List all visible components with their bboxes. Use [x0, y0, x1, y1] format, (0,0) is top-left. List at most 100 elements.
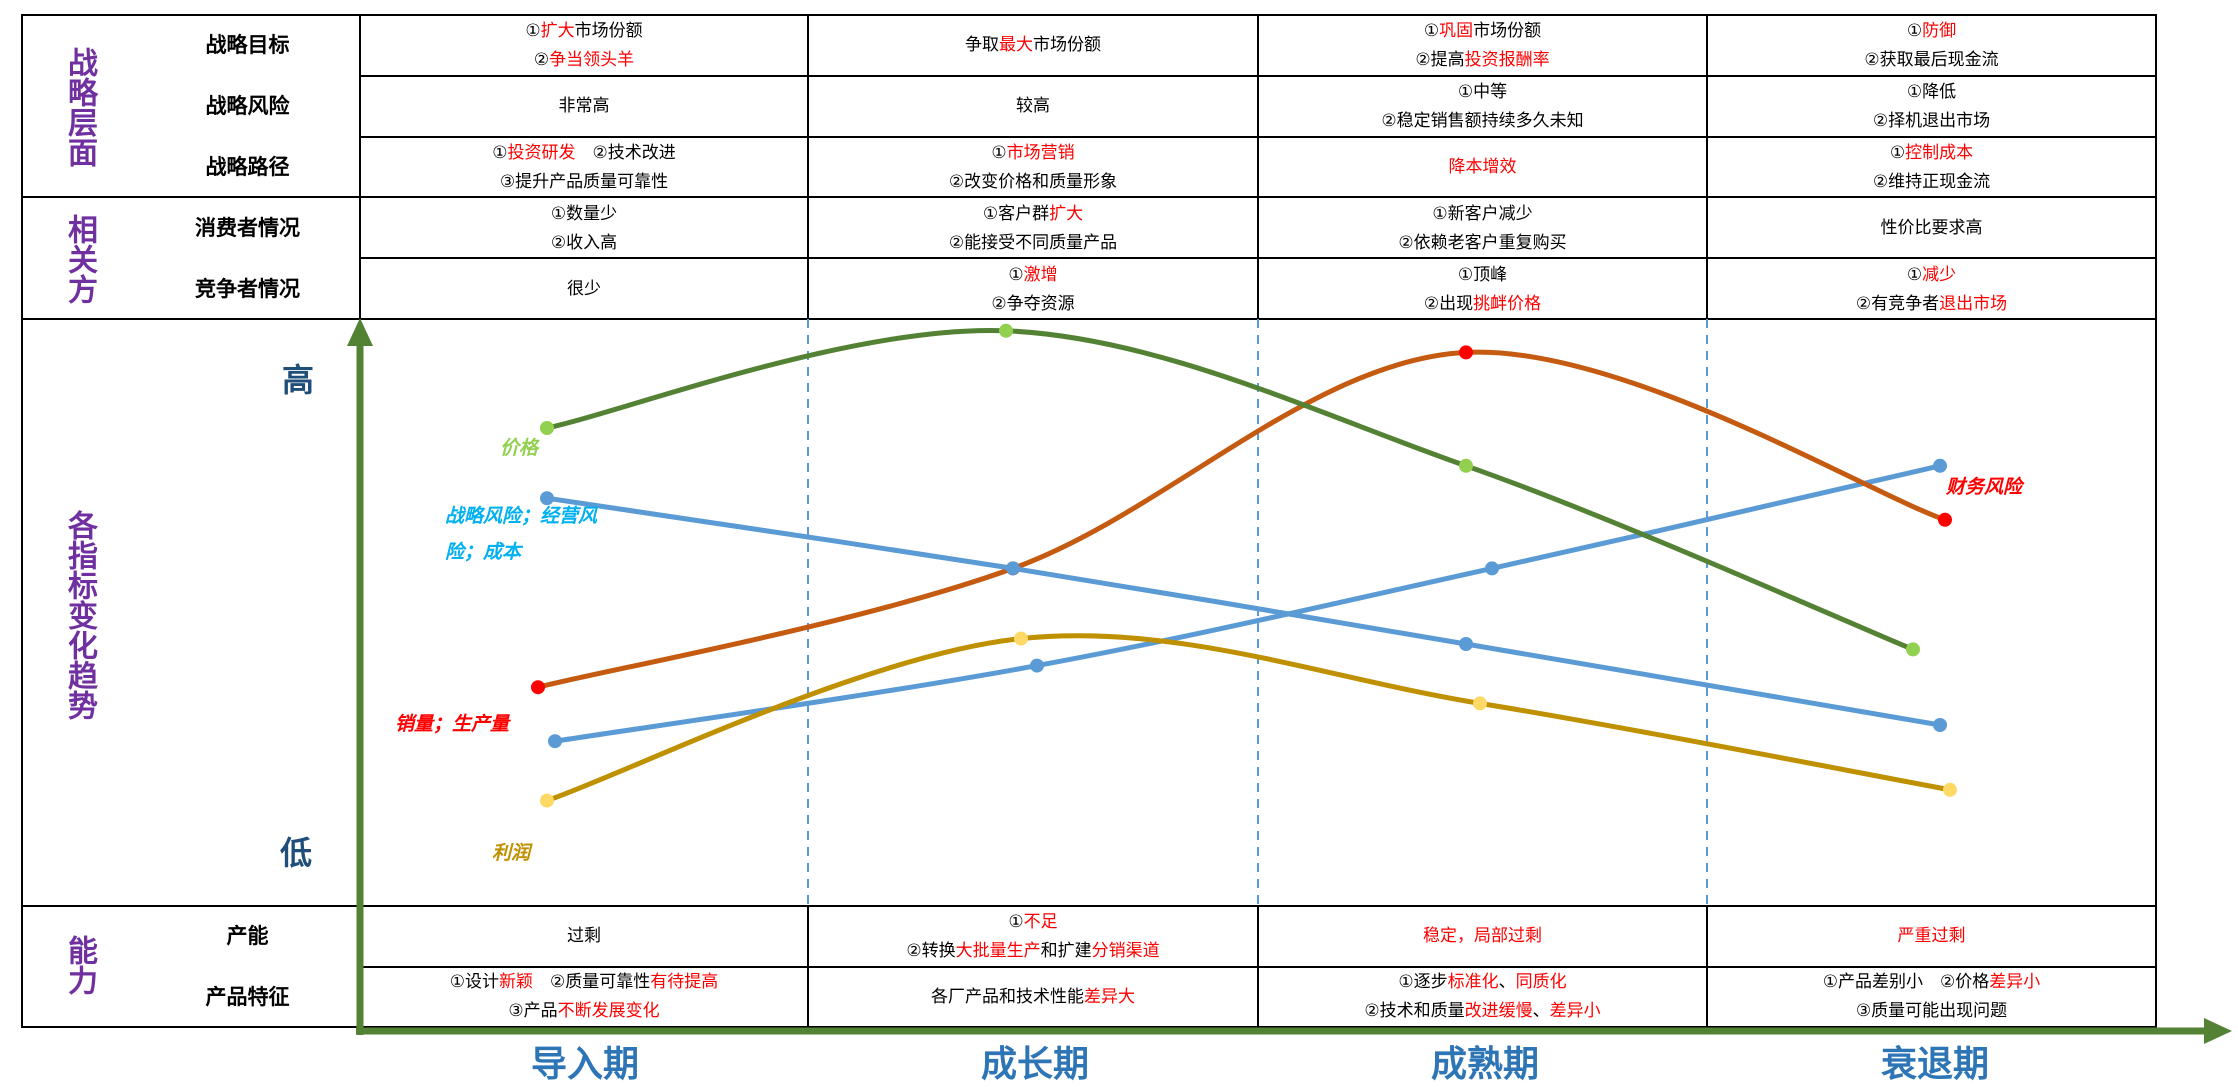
series-point-0-3 [1906, 642, 1920, 657]
cell-text: ②改变价格和质量形象 [948, 171, 1118, 192]
cell-text: ③质量可能出现问题 [1855, 1001, 2008, 1021]
cell-text: 各厂产品和技术性能 [931, 986, 1084, 1007]
series-point-3-3 [1943, 782, 1957, 797]
cell-line: ②依赖老客户重复购买 [1398, 229, 1566, 258]
cell-competitor-2: ①顶峰 ②出现挑衅价格 [1258, 259, 1707, 320]
cell-competitor-0: 很少 [360, 259, 808, 320]
cell-line: ①巩固市场份额 [1424, 17, 1541, 46]
highlight-text: 差异小 [1989, 972, 2041, 992]
row-label-risk: 战略风险 [205, 94, 290, 118]
cell-capacity-0: 过剩 [360, 906, 808, 967]
cell-risk-3: ①降低 ②择机退出市场 [1707, 76, 2156, 137]
cell-text: ① [525, 20, 541, 41]
cell-text: 市场份额 [1033, 35, 1101, 55]
cell-line: ①扩大市场份额 [525, 17, 642, 46]
cell-text: ③产品 [508, 1001, 558, 1021]
cell-goal-1: 争取最大市场份额 [808, 15, 1258, 76]
cell-goal-3: ①防御 ②获取最后现金流 [1707, 15, 2156, 76]
cell-text: ① [1906, 264, 1923, 285]
cell-line: 各厂产品和技术性能差异大 [931, 983, 1135, 1012]
cell-line: ①中等 [1458, 78, 1507, 107]
cell-text: 非常高 [558, 96, 610, 116]
series-line-3 [546, 633, 1951, 803]
cell-line: ①激增 [1008, 261, 1057, 290]
highlight-text: 投资研发 [507, 142, 576, 163]
cell-text: ① [1008, 264, 1024, 285]
category-strategy: 战略层面 [62, 47, 97, 167]
cell-consumer-0: ①数量少 ②收入高 [360, 198, 808, 259]
cell-capacity-1: ①不足 ②转换大批量生产和扩建分销渠道 [808, 906, 1258, 967]
highlight-text: 不足 [1023, 911, 1058, 932]
cell-text: 很少 [567, 279, 601, 299]
cell-text: ②技术和质量 [1364, 1001, 1465, 1021]
highlight-text: 严重过剩 [1897, 926, 1966, 946]
chart-axes [347, 318, 2232, 1044]
cell-text: ①产品差别小 ②价格 [1822, 972, 1990, 992]
series-point-1-3 [1933, 718, 1947, 732]
cell-line: ①市场营销 [991, 139, 1074, 168]
cell-text: 争取 [965, 35, 999, 55]
cell-product-3: ①产品差别小 ②价格差异小 ③质量可能出现问题 [1707, 967, 2156, 1027]
cell-line: ②转换大批量生产和扩建分销渠道 [906, 937, 1159, 966]
cell-text: ②择机退出市场 [1872, 110, 1991, 131]
series-line-0 [546, 328, 1914, 652]
cell-line: ③提升产品质量可靠性 [500, 168, 668, 197]
series-label-price: 价格 [500, 437, 539, 459]
cell-text: ① [492, 142, 508, 163]
highlight-text: 投资报酬率 [1464, 49, 1550, 70]
row-label-competitor: 竞争者情况 [195, 277, 300, 301]
cell-text: ①逐步 [1398, 972, 1448, 992]
cell-text: ②争夺资源 [991, 293, 1075, 314]
cell-text: ②维持正现金流 [1872, 171, 1991, 192]
series-point-0-2 [1459, 458, 1473, 473]
phase-label-decline: 衰退期 [1880, 1044, 1989, 1085]
cell-line: ②争当领头羊 [534, 46, 634, 75]
cell-risk-1: 较高 [808, 76, 1258, 137]
cell-line: 稳定，局部过剩 [1423, 922, 1542, 951]
cell-line: ③质量可能出现问题 [1856, 997, 2007, 1026]
cell-text: ②出现 [1423, 293, 1474, 314]
cell-text: ①中等 [1457, 81, 1508, 102]
cell-goal-2: ①巩固市场份额 ②提高投资报酬率 [1258, 15, 1707, 76]
cell-text: ②依赖老客户重复购买 [1398, 232, 1567, 253]
cell-competitor-3: ①减少 ②有竞争者退出市场 [1707, 259, 2156, 320]
cell-text: ②获取最后现金流 [1864, 49, 1999, 70]
cell-text: 、 [1498, 972, 1516, 992]
highlight-text: 扩大 [540, 20, 575, 41]
cell-line: ①顶峰 [1458, 261, 1507, 290]
cell-text: ① [1889, 142, 1906, 163]
highlight-text: 市场营销 [1006, 142, 1075, 163]
cell-line: ①产品差别小 ②价格差异小 [1823, 968, 2040, 997]
cell-text: ②提高 [1415, 49, 1465, 70]
phase-label-intro: 导入期 [530, 1044, 639, 1085]
cell-line: ①设计新颖 ②质量可靠性有待提高 [450, 968, 719, 997]
cell-text: 市场份额 [574, 20, 643, 41]
cell-line: ③产品不断发展变化 [508, 997, 659, 1026]
cell-competitor-1: ①激增 ②争夺资源 [808, 259, 1258, 320]
cell-line: ①防御 [1907, 17, 1956, 46]
cell-product-2: ①逐步标准化、同质化 ②技术和质量改进缓慢、差异小 [1258, 967, 1707, 1027]
highlight-text: 稳定，局部过剩 [1423, 926, 1542, 946]
series-point-3-2 [1473, 696, 1487, 711]
cell-text: 市场份额 [1473, 20, 1542, 41]
cell-text: ① [1008, 911, 1024, 932]
cell-line: 很少 [567, 275, 601, 304]
row-label-goal: 战略目标 [205, 33, 290, 57]
cell-path-2: 降本增效 [1258, 137, 1707, 198]
cell-line: ②改变价格和质量形象 [949, 168, 1117, 197]
cell-text: ① [1906, 20, 1923, 41]
cell-line: 降本增效 [1449, 153, 1517, 182]
highlight-text: 新颖 [499, 972, 533, 992]
series-line-1 [546, 495, 1941, 728]
cell-text: 、 [1532, 1001, 1550, 1021]
axis-low-label: 低 [280, 834, 313, 872]
highlight-text: 有待提高 [650, 972, 719, 992]
cell-text: ① [1423, 20, 1440, 41]
cell-line: ①控制成本 [1890, 139, 1973, 168]
cell-line: ②有竞争者退出市场 [1856, 290, 2007, 319]
highlight-text: 退出市场 [1939, 293, 2008, 314]
phase-label-growth: 成长期 [980, 1044, 1089, 1085]
series-point-3-1 [1014, 631, 1028, 646]
series-label-financial-risk: 财务风险 [1946, 476, 2023, 498]
